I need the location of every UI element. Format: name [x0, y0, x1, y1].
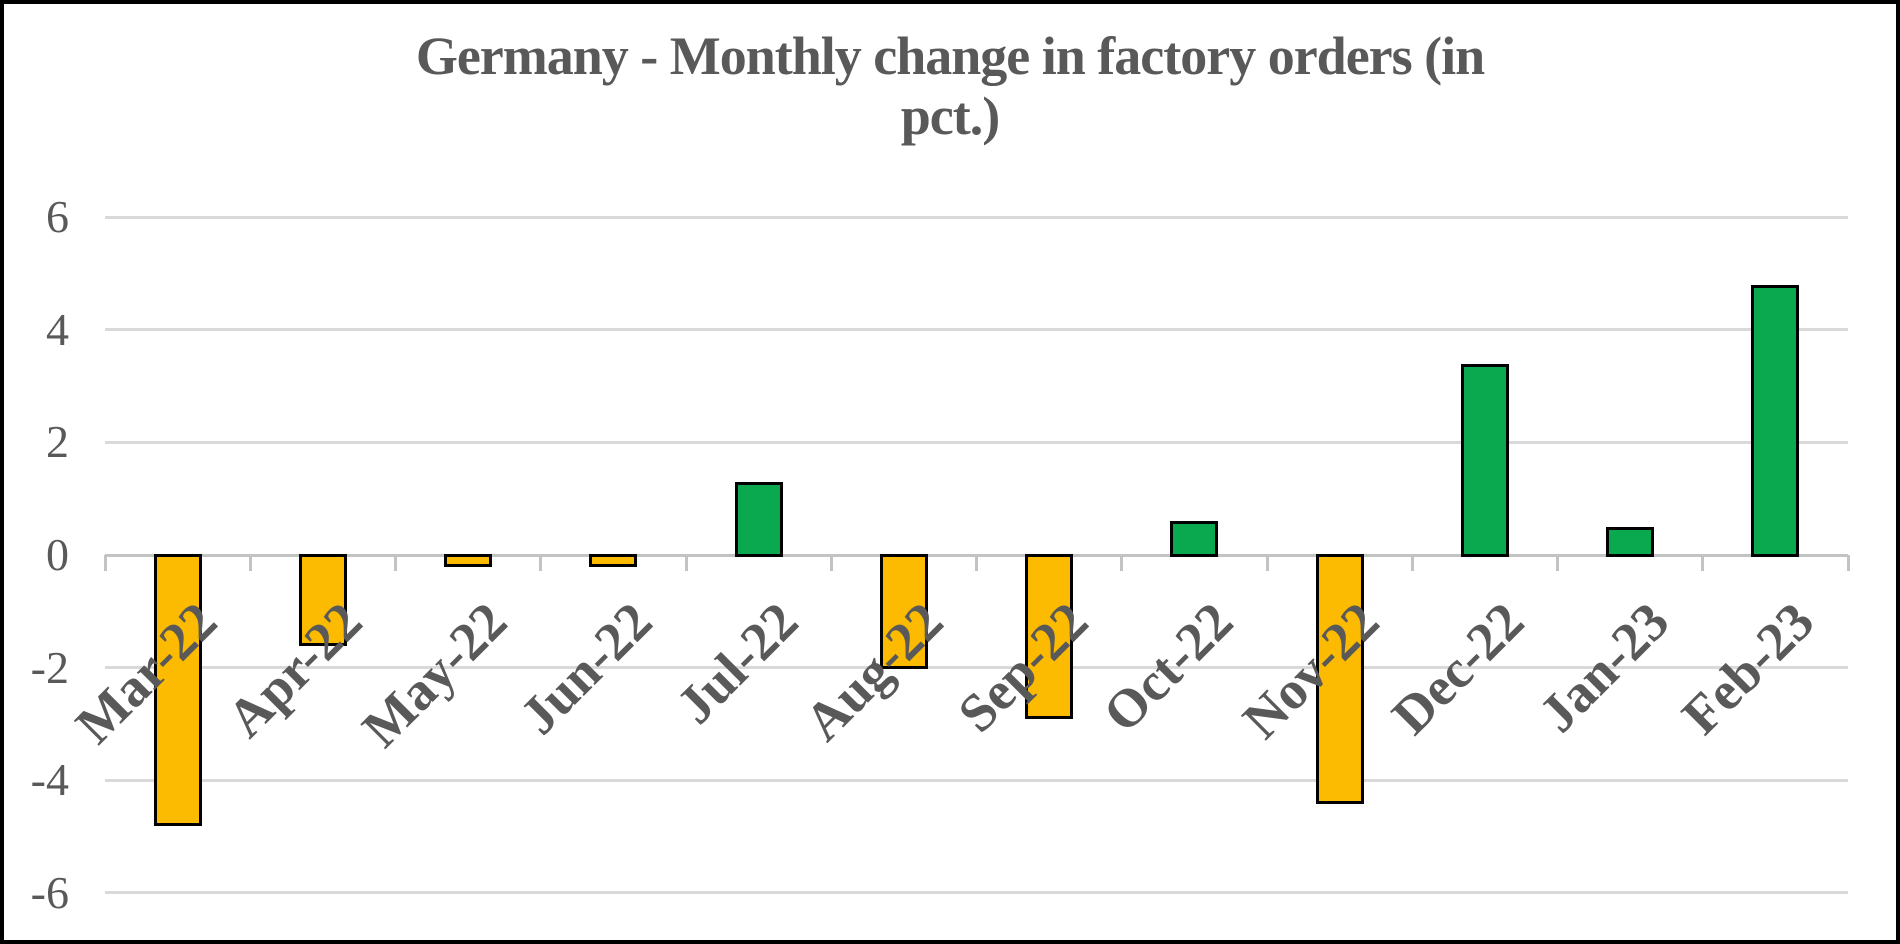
y-axis-tick-label: -6 — [30, 866, 69, 918]
bar-may-22 — [444, 554, 493, 568]
x-axis-tick-mark — [394, 555, 397, 571]
x-axis-tick-mark — [248, 555, 252, 571]
y-axis-tick-label: -2 — [30, 641, 69, 693]
x-axis-tick-mark — [1846, 555, 1850, 571]
y-axis-tick-label: 2 — [46, 416, 69, 468]
bar-sep-22 — [1025, 554, 1074, 720]
bar-aug-22 — [879, 554, 928, 669]
bar-jan-23 — [1606, 526, 1655, 557]
chart-title: Germany - Monthly change in factory orde… — [4, 26, 1896, 147]
x-axis-category-label-aug-22: Aug-22 — [792, 590, 955, 753]
x-axis-tick-mark — [1410, 555, 1414, 571]
bar-oct-22 — [1170, 521, 1219, 557]
bar-dec-22 — [1460, 363, 1509, 557]
gridline-y--4 — [105, 778, 1848, 782]
x-axis-category-label-apr-22: Apr-22 — [215, 590, 374, 749]
bar-nov-22 — [1315, 554, 1364, 804]
x-axis-tick-mark — [103, 555, 107, 571]
y-axis-tick-label: 0 — [46, 529, 69, 580]
chart-title-line-1: Germany - Monthly change in factory orde… — [415, 26, 1485, 86]
bar-feb-23 — [1751, 284, 1800, 557]
gridline-y-2 — [105, 440, 1848, 444]
x-axis-tick-mark — [539, 555, 543, 571]
x-axis-tick-mark — [684, 555, 688, 571]
x-axis-category-label-mar-22: Mar-22 — [63, 590, 228, 755]
x-axis-tick-mark — [1265, 555, 1269, 571]
bar-jun-22 — [589, 554, 638, 568]
gridline-y-4 — [105, 328, 1848, 332]
bar-mar-22 — [153, 554, 202, 827]
bar-apr-22 — [298, 554, 347, 647]
x-axis-category-label-may-22: May-22 — [350, 590, 519, 759]
y-axis-tick-label: 4 — [46, 303, 69, 355]
y-axis-tick-label: -4 — [30, 754, 69, 806]
x-axis-tick-mark — [1120, 555, 1124, 571]
x-axis-category-label-nov-22: Nov-22 — [1230, 590, 1390, 750]
gridline-y--2 — [105, 666, 1848, 670]
x-axis-tick-mark — [829, 555, 833, 571]
x-axis-tick-mark — [1556, 555, 1559, 571]
gridline-y-6 — [105, 215, 1848, 219]
x-axis-category-label-jul-22: Jul-22 — [664, 590, 809, 736]
x-axis-tick-mark — [975, 555, 978, 571]
chart-title-line-2: pct.) — [900, 86, 1000, 147]
bar-jul-22 — [734, 481, 783, 557]
gridline-y--6 — [105, 891, 1848, 895]
y-axis-tick-label: 6 — [46, 191, 69, 243]
x-axis-tick-mark — [1701, 555, 1705, 571]
